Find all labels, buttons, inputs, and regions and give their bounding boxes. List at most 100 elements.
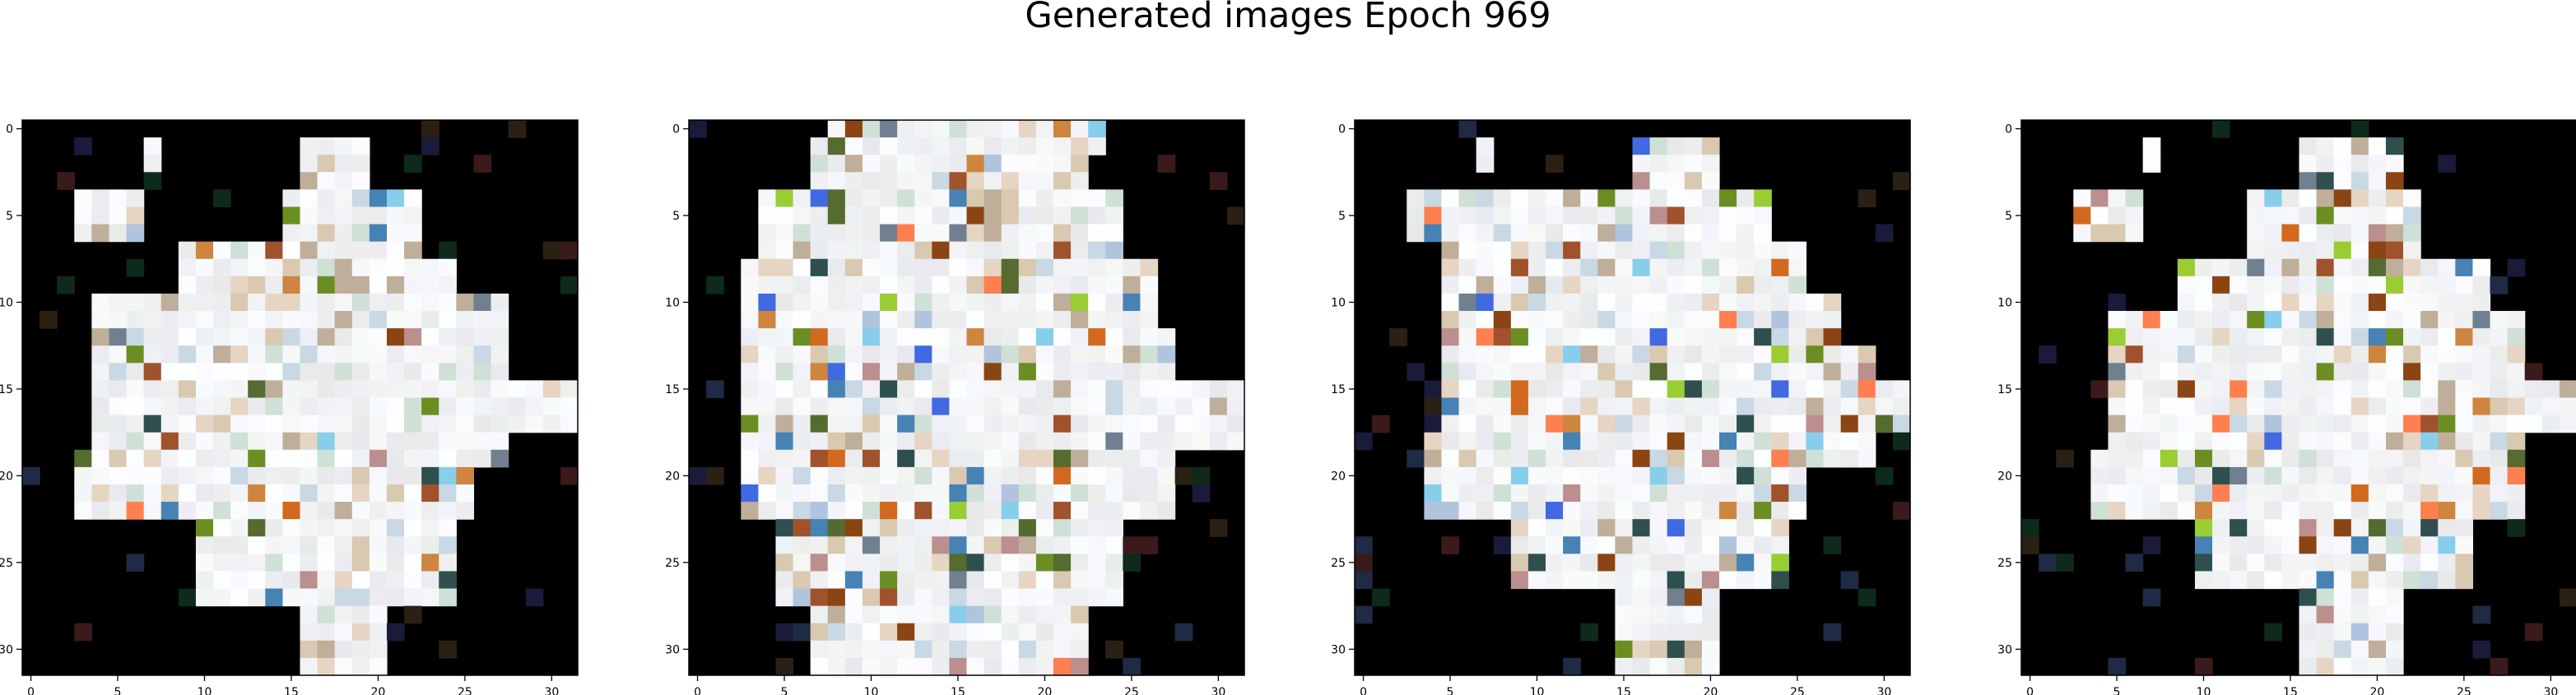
pixel	[2403, 363, 2421, 381]
pixel	[317, 137, 336, 155]
pixel	[793, 571, 811, 590]
pixel	[109, 189, 128, 208]
pixel	[560, 415, 579, 433]
pixel	[1632, 276, 1651, 294]
pixel	[2264, 571, 2282, 590]
pixel	[1701, 363, 1720, 381]
pixel	[351, 137, 370, 155]
pixel	[1737, 345, 1755, 364]
pixel	[758, 241, 777, 260]
pixel	[1597, 536, 1616, 554]
pixel	[2490, 380, 2509, 399]
pixel	[1140, 380, 1159, 399]
pixel	[880, 466, 898, 485]
pixel	[300, 502, 319, 520]
pixel	[1493, 276, 1512, 294]
pixel	[949, 605, 968, 624]
x-tick-label: 25	[458, 686, 472, 695]
pixel	[1649, 189, 1668, 208]
pixel	[1632, 380, 1651, 399]
pixel	[2333, 519, 2352, 537]
pixel	[1649, 449, 1668, 468]
pixel	[2108, 397, 2127, 416]
pixel	[2455, 276, 2474, 294]
pixel	[914, 449, 932, 468]
pixel	[1071, 484, 1089, 503]
pixel	[966, 449, 985, 468]
pixel	[1701, 137, 1720, 155]
pixel	[195, 397, 214, 416]
pixel	[1123, 311, 1142, 329]
pixel	[2108, 466, 2127, 485]
pixel	[1737, 484, 1755, 503]
pixel	[966, 345, 985, 364]
pixel	[1771, 432, 1789, 451]
x-tick-label: 30	[2543, 686, 2558, 695]
pixel	[914, 276, 932, 294]
pixel	[1018, 554, 1037, 572]
pixel	[1754, 189, 1772, 208]
pixel	[1123, 345, 1142, 364]
pixel	[844, 311, 863, 329]
pixel	[160, 328, 179, 346]
pixel	[334, 276, 353, 294]
pixel	[1632, 415, 1651, 433]
pixel	[2368, 206, 2387, 225]
pixel	[2507, 258, 2526, 277]
pixel	[2438, 293, 2456, 312]
pixel	[317, 311, 336, 329]
pixel	[1140, 345, 1159, 364]
pixel	[2299, 258, 2318, 277]
pixel	[862, 623, 881, 642]
pixel	[793, 189, 811, 208]
pixel	[369, 502, 388, 520]
pixel	[914, 172, 932, 190]
pixel	[1476, 484, 1495, 503]
y-tick-label: 10	[665, 296, 680, 309]
pixel	[2420, 432, 2439, 451]
pixel	[2299, 415, 2318, 433]
pixel	[2264, 449, 2282, 468]
pixel	[1510, 536, 1529, 554]
pixel	[1718, 466, 1737, 485]
pixel	[282, 519, 301, 537]
pixel	[2299, 502, 2318, 520]
pixel	[2385, 449, 2404, 468]
pixel	[1771, 380, 1789, 399]
pixel	[1632, 536, 1651, 554]
pixel	[793, 623, 811, 642]
pixel	[827, 189, 846, 208]
pixel	[932, 380, 950, 399]
pixel	[265, 380, 283, 399]
pixel	[300, 363, 319, 381]
pixel	[2212, 519, 2230, 537]
pixel	[317, 536, 336, 554]
pixel	[1563, 328, 1581, 346]
pixel	[897, 258, 915, 277]
pixel	[966, 571, 985, 590]
pixel	[880, 172, 898, 190]
pixel	[1071, 415, 1089, 433]
pixel	[793, 258, 811, 277]
pixel	[1018, 258, 1037, 277]
pixel	[1684, 276, 1703, 294]
pixel	[178, 293, 197, 312]
pixel	[2264, 415, 2282, 433]
pixel	[439, 554, 457, 572]
pixel	[810, 380, 829, 399]
pixel	[1035, 536, 1054, 554]
pixel	[439, 588, 457, 607]
pixel	[2368, 657, 2387, 676]
pixel	[1546, 536, 1564, 554]
pixel	[2247, 380, 2265, 399]
pixel	[126, 363, 145, 381]
pixel	[126, 415, 145, 433]
pixel	[844, 519, 863, 537]
pixel	[369, 397, 388, 416]
pixel	[1088, 206, 1106, 225]
pixel	[2368, 293, 2387, 312]
pixel	[334, 380, 353, 399]
pixel	[2247, 189, 2265, 208]
pixel	[1071, 449, 1089, 468]
pixel	[1701, 519, 1720, 537]
